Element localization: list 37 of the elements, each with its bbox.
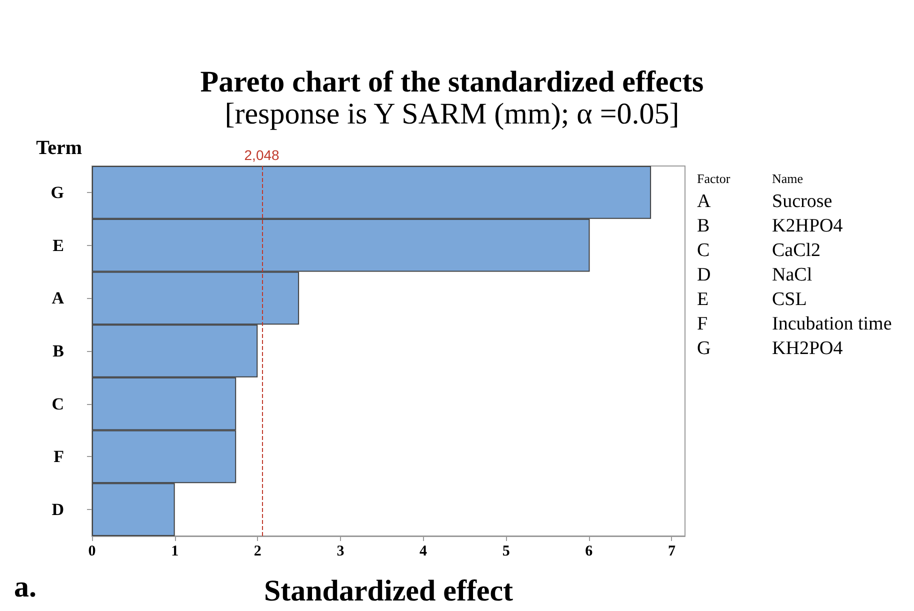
y-tick-label: F — [54, 447, 64, 466]
text: B — [697, 216, 710, 236]
text: KH2PO4 — [772, 338, 844, 359]
x-tick-label: 0 — [88, 544, 96, 560]
y-tick-label: G — [50, 182, 64, 202]
text: E — [697, 289, 709, 310]
x-tick-label: 1 — [171, 544, 179, 560]
text: G — [697, 338, 711, 359]
text: Sucrose — [772, 191, 832, 212]
text: C — [697, 240, 710, 261]
chart-title: Pareto chart of the standardized effects — [200, 66, 704, 98]
y-tick-label: E — [52, 236, 64, 255]
x-tick-label: 6 — [585, 544, 594, 560]
x-axis-title: Standardized effect — [264, 574, 514, 608]
text: A — [697, 191, 711, 212]
y-axis-title: Term — [36, 137, 82, 159]
x-tick-label: 4 — [420, 544, 428, 560]
ref-line-label: 2,048 — [244, 147, 280, 163]
y-tick-label: B — [52, 342, 64, 360]
text: CaCl2 — [772, 240, 821, 261]
text: F — [697, 314, 708, 334]
text: CSL — [772, 289, 807, 310]
y-tick-label: D — [52, 500, 64, 520]
text: Factor — [697, 171, 731, 186]
x-tick-label: 3 — [336, 544, 344, 560]
x-tick-label: 5 — [502, 544, 510, 560]
text: Name — [772, 171, 804, 186]
y-tick-label: A — [52, 288, 65, 308]
y-tick-label: C — [52, 394, 64, 414]
text: Incubation time — [772, 314, 892, 334]
x-tick-label: 2 — [254, 544, 262, 560]
x-tick-label: 7 — [668, 544, 676, 560]
text: NaCl — [772, 264, 812, 286]
text: K2HPO4 — [772, 216, 844, 236]
text: a. — [14, 570, 36, 604]
chart-subtitle: [response is Y SARM (mm); α =0.05] — [224, 98, 680, 130]
text: D — [697, 264, 711, 286]
